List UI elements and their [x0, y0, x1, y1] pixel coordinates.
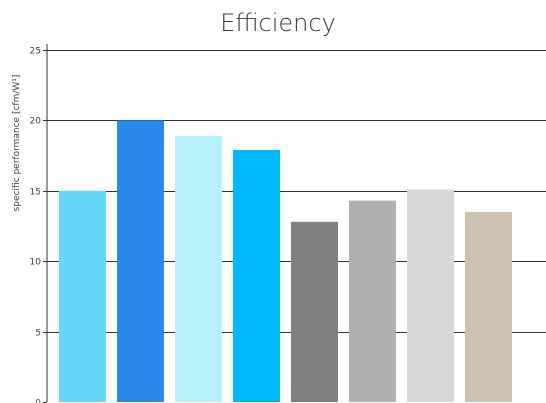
- y-tick-label-5: 5: [35, 329, 41, 339]
- bar-7: [407, 189, 454, 402]
- bar-2: [117, 120, 164, 403]
- bar-1: [59, 190, 106, 402]
- bar-5: [291, 221, 338, 402]
- bar-3: [175, 135, 222, 402]
- bar-4: [233, 149, 280, 402]
- y-axis-ticks: 0 5 10 15 20 25: [30, 47, 47, 403]
- bar-8: [465, 211, 512, 402]
- y-tick-label-25: 25: [30, 47, 41, 57]
- y-tick-label-10: 10: [30, 258, 42, 268]
- chart-title: Efficiency: [220, 9, 336, 37]
- bars: [59, 120, 512, 403]
- y-tick-label-0: 0: [35, 399, 41, 403]
- y-axis-label: specific performance [cfm/W¹]: [12, 75, 22, 212]
- bar-6: [349, 200, 396, 402]
- y-tick-label-15: 15: [30, 188, 41, 198]
- y-tick-label-20: 20: [30, 117, 42, 127]
